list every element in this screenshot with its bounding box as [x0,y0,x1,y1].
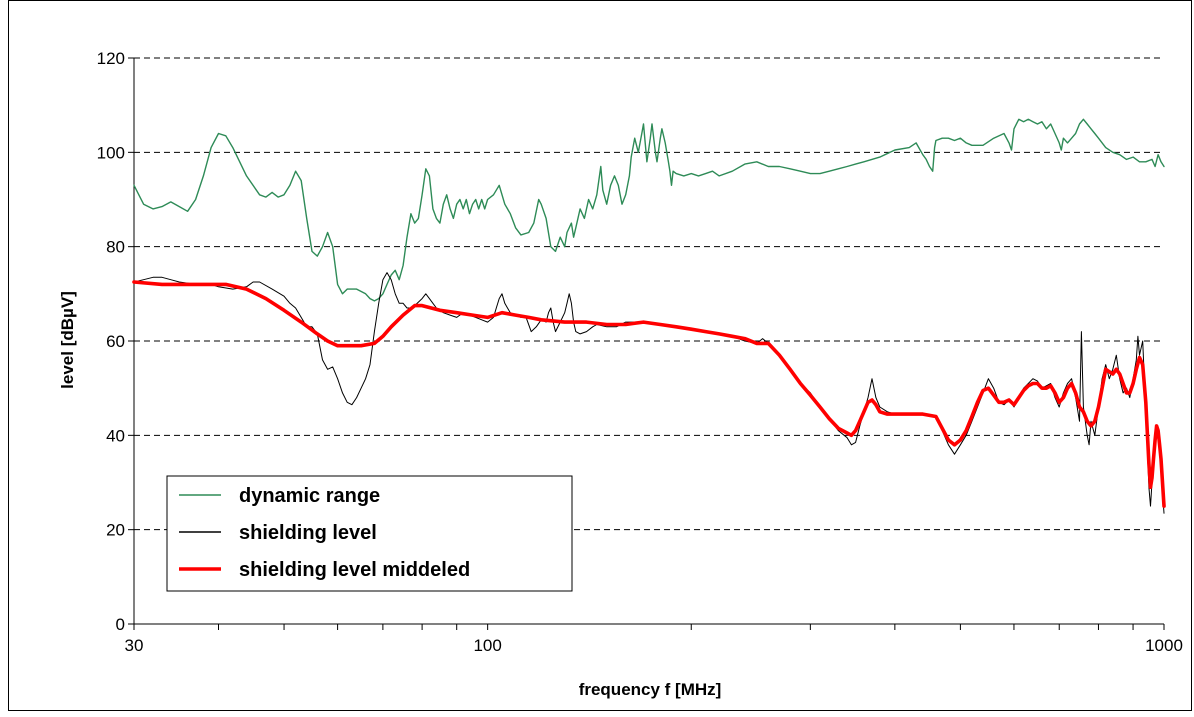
legend-label-dynamic-range: dynamic range [239,485,380,507]
y-tick-label-80: 80 [106,238,125,257]
y-tick-label-20: 20 [106,521,125,540]
legend-box [166,475,573,592]
series-line-dynamic-range [133,118,1165,302]
series-line-shielding-level-middeled [132,280,1166,508]
chart: 0 20 40 60 80 100 120 30 100 1000 frequency f [M… [58,49,1183,699]
x-tick-labels: 30 100 1000 [125,636,1183,655]
y-tick-label-120: 120 [97,49,125,68]
series-lines [132,118,1166,514]
y-tick-labels: 0 20 40 60 80 100 120 [97,49,125,634]
x-tick-label-30: 30 [125,636,144,655]
legend: dynamic range shielding level shielding … [166,475,573,592]
y-tick-label-0: 0 [116,615,125,634]
legend-label-shielding-level-middeled: shielding level middeled [239,559,470,581]
y-tick-label-60: 60 [106,332,125,351]
x-tick-label-100: 100 [473,636,501,655]
x-tick-label-1000: 1000 [1145,636,1183,655]
legend-label-shielding-level: shielding level [239,522,377,544]
axes [128,57,1165,630]
grid-lines [134,57,1164,531]
x-axis-title: frequency f [MHz] [579,680,722,699]
y-tick-label-100: 100 [97,143,125,162]
y-tick-label-40: 40 [106,426,125,445]
y-axis-title: level [dBµV] [58,291,77,389]
chart-frame: 0 20 40 60 80 100 120 30 100 1000 frequency f [M… [8,0,1192,711]
